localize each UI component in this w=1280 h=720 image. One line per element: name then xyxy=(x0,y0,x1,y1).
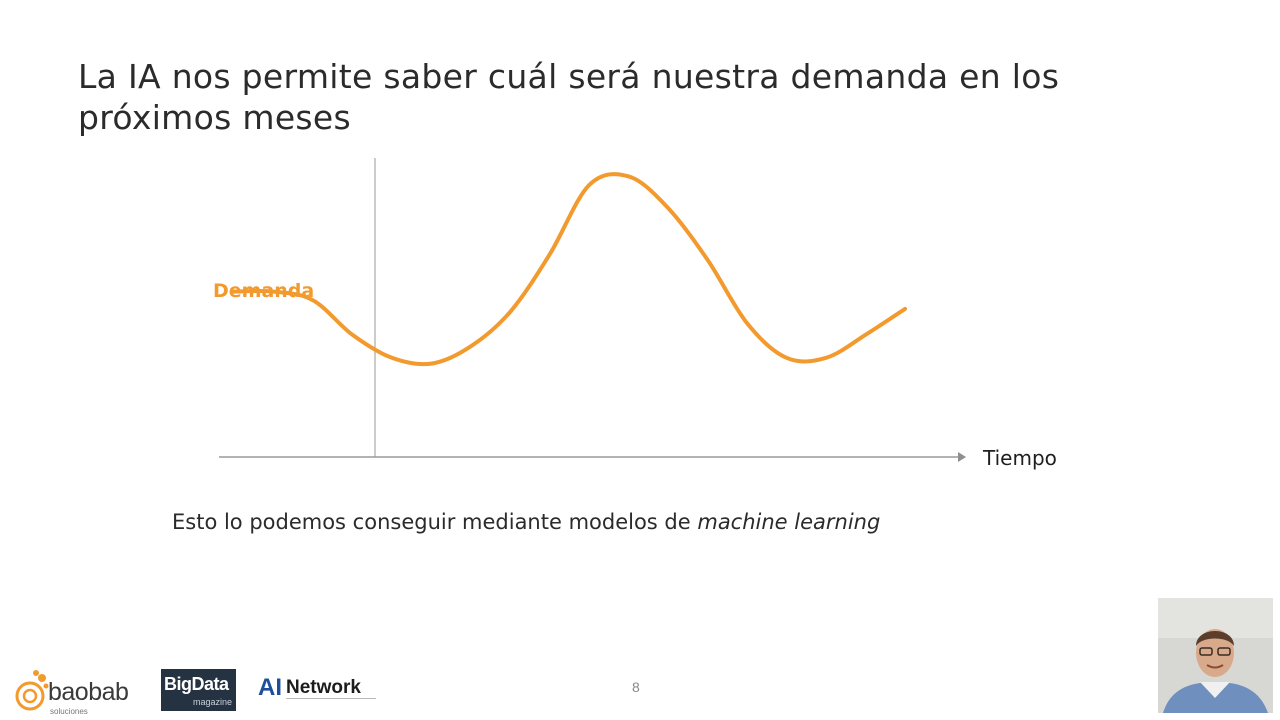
bigdata-subtext: magazine xyxy=(192,697,232,707)
slide-title: La IA nos permite saber cuál será nuestr… xyxy=(78,57,1060,137)
presenter-webcam xyxy=(1158,598,1273,713)
baobab-flower-icon xyxy=(15,670,49,711)
ai-network-logo: AI Network xyxy=(258,674,378,708)
series-label-demanda: Demanda xyxy=(213,280,314,302)
baobab-subtext: soluciones xyxy=(50,707,88,716)
baobab-logo: baobab soluciones xyxy=(12,668,142,716)
x-axis-arrow xyxy=(958,452,966,462)
series-line-demanda xyxy=(232,172,907,367)
ai-network-tagline-rule xyxy=(286,698,376,701)
presenter-video-icon xyxy=(1158,598,1273,713)
slide-subtitle: Esto lo podemos conseguir mediante model… xyxy=(172,510,880,534)
subtitle-text: Esto lo podemos conseguir mediante model… xyxy=(172,510,698,534)
bigdata-magazine-logo: BigData magazine xyxy=(161,669,236,711)
subtitle-emphasis: machine learning xyxy=(697,510,881,534)
baobab-wordmark: baobab xyxy=(48,678,129,706)
x-axis-label: Tiempo xyxy=(982,446,1057,470)
footer-logos: baobab soluciones BigData magazine AI Ne… xyxy=(0,660,400,720)
ai-network-wordmark: Network xyxy=(286,677,361,698)
page-number: 8 xyxy=(632,679,640,695)
bigdata-wordmark: BigData xyxy=(164,674,229,694)
ai-mark: AI xyxy=(258,674,282,701)
